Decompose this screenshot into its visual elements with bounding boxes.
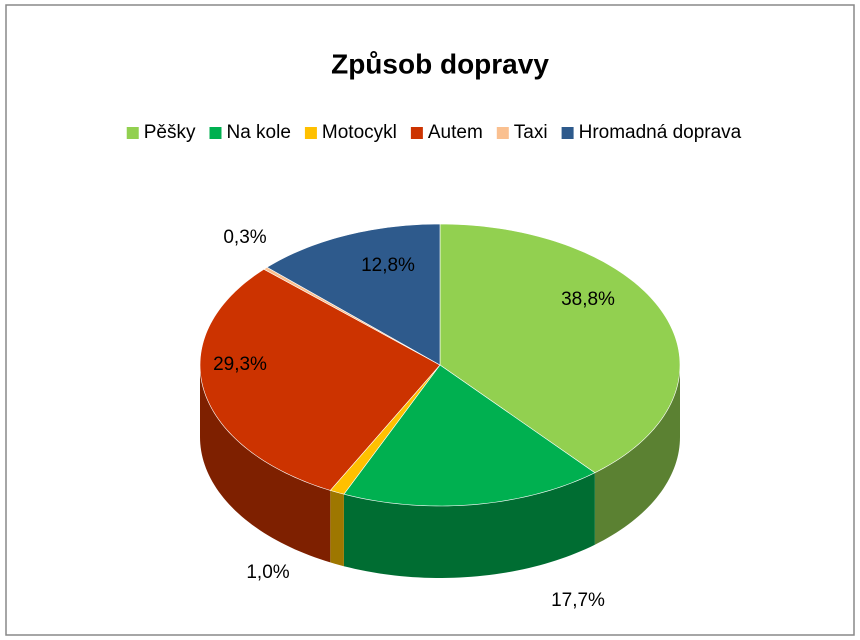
- legend-label: Hromadná doprava: [579, 122, 742, 143]
- legend-label: Pěšky: [144, 122, 196, 143]
- legend-label: Autem: [428, 122, 483, 143]
- data-label: 0,3%: [223, 227, 266, 248]
- chart-title: Způsob dopravy: [331, 48, 549, 79]
- data-label: 17,7%: [551, 590, 605, 611]
- slice-side: [594, 365, 680, 545]
- slice-side: [200, 365, 331, 563]
- data-label: 38,8%: [561, 289, 615, 310]
- legend-swatch: [496, 127, 509, 139]
- legend-swatch: [209, 127, 222, 139]
- legend-label: Na kole: [226, 122, 290, 143]
- pie-tops: [199, 223, 681, 507]
- labels: 38,8% 17,7% 1,0% 29,3% 0,3% 12,8%: [213, 227, 615, 611]
- legend-swatch: [561, 127, 574, 139]
- slice: [199, 268, 441, 491]
- data-label: 12,8%: [361, 255, 415, 276]
- slice: [439, 223, 681, 474]
- data-label: 1,0%: [246, 562, 289, 583]
- legend-swatch: [410, 127, 423, 139]
- slice-side: [343, 472, 595, 578]
- slice-side: [330, 490, 344, 567]
- data-label: 29,3%: [213, 354, 267, 375]
- legend: Pěšky Na kole Motocykl Autem Taxi Hromadná do…: [126, 122, 742, 143]
- slice: [343, 364, 596, 507]
- pie-sides: [200, 365, 680, 578]
- legend-swatch: [304, 127, 317, 139]
- slice: [266, 223, 441, 366]
- legend-label: Motocykl: [322, 122, 397, 143]
- legend-label: Taxi: [514, 122, 548, 143]
- legend-swatch: [126, 127, 139, 139]
